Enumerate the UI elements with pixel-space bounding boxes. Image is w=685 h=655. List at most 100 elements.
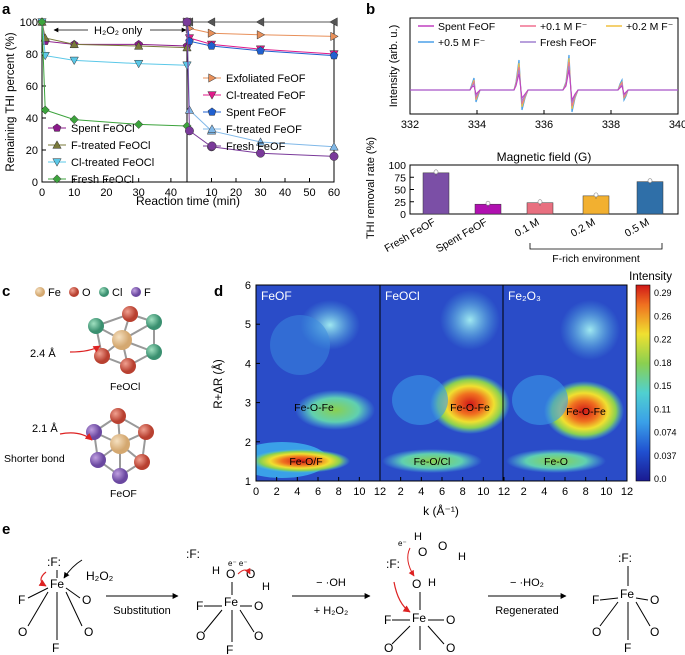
a-ytick-label: 20	[26, 145, 38, 157]
a-series-line	[41, 21, 188, 127]
a-data-point	[182, 17, 192, 27]
feof-bond-arrow	[59, 432, 93, 441]
a-xtick-label: 10	[205, 187, 217, 199]
panel-a-legend-left: Spent FeOCl F-treated FeOCl Cl-treated FeO…	[48, 123, 154, 186]
d-xtick-label: 12	[374, 486, 386, 498]
bar-xtick-label: 0.2 M	[569, 216, 598, 240]
bar-ytick-label: 75	[394, 172, 406, 184]
bar-marker	[537, 199, 543, 205]
svg-text::F:: :F:	[618, 551, 632, 565]
svg-text:O: O	[246, 567, 255, 581]
a-ytick-label: 100	[20, 17, 38, 29]
svg-text:H: H	[458, 551, 466, 563]
svg-text:O: O	[384, 641, 393, 655]
colorbar-tick-label: 0.22	[654, 335, 672, 345]
d-xtick-label: 8	[583, 486, 589, 498]
d-ytick-label: 6	[245, 280, 251, 292]
feof-bond-note: Shorter bond	[4, 453, 65, 465]
a-legend-label: Cl-treated FeOCl	[71, 157, 154, 169]
svg-text:O: O	[418, 545, 427, 559]
a-data-point	[256, 148, 265, 158]
a-data-point	[207, 41, 216, 50]
bar-ytick-label: 25	[394, 197, 406, 209]
bar-xtick-label: Spent FeOF	[434, 216, 490, 255]
bar-xtick-label: Fresh FeOF	[382, 216, 437, 255]
a-xtick-label: 10	[68, 187, 80, 199]
a-xtick-label: 40	[165, 187, 177, 199]
wt-peak-label: Fe-O-Fe	[566, 406, 606, 418]
svg-text:O: O	[592, 625, 601, 639]
d-xtick-label: 10	[600, 486, 612, 498]
a-legend-marker	[52, 123, 62, 132]
c-legend-label: Fe	[48, 287, 61, 299]
d-xtick-label: 2	[398, 486, 404, 498]
bar	[422, 172, 450, 215]
bar-marker	[647, 178, 653, 183]
d-xtick-label: 4	[418, 486, 424, 498]
panel-d-yticks: 1 2 3 4 5 6	[245, 280, 260, 488]
svg-text:O: O	[650, 625, 659, 639]
wt-peak-label: Fe-O/F	[289, 456, 322, 468]
a-data-point	[255, 17, 265, 27]
bar-ylabel: THI removal rate (%)	[365, 137, 377, 239]
svg-text:O: O	[438, 539, 447, 553]
svg-text:O: O	[196, 629, 205, 643]
svg-text:F: F	[384, 613, 391, 627]
a-xtick-label: 0	[39, 187, 45, 199]
a-ytick-label: 80	[26, 49, 38, 61]
a-xtick-label: 30	[133, 187, 145, 199]
a-ytick-label: 60	[26, 81, 38, 93]
epr-ylabel: Intensity (arb. u.)	[388, 25, 400, 108]
svg-text:O: O	[254, 629, 263, 643]
feof-structure	[86, 408, 154, 484]
step-plus-h2o2: + H₂O₂	[314, 605, 349, 617]
svg-text:H: H	[428, 577, 436, 589]
a-xtick-label: 60	[328, 187, 340, 199]
panel-a-ylabel: Remaining THI percent (%)	[5, 32, 17, 171]
svg-text::F:: :F:	[186, 547, 200, 561]
panel-d-xlabel: k (Å⁻¹)	[423, 503, 459, 518]
epr-xtick-label: 332	[401, 119, 419, 131]
feocl-bond-length: 2.4 Å	[30, 347, 56, 360]
wt-map-title: FeOF	[261, 289, 292, 303]
colorbar-tick-label: 0.29	[654, 288, 672, 298]
epr-legend-label: +0.5 M F⁻	[438, 37, 486, 49]
svg-text:O: O	[650, 593, 659, 607]
d-ytick-label: 1	[245, 476, 251, 488]
svg-text::F:: :F:	[386, 557, 400, 571]
svg-text:O: O	[84, 625, 93, 639]
a-data-point	[185, 126, 194, 136]
svg-text::F:: :F:	[47, 555, 61, 569]
svg-text:F: F	[226, 643, 233, 655]
svg-text:H: H	[262, 581, 270, 593]
colorbar-tick-label: 0.037	[654, 451, 677, 461]
colorbar-tick-label: 0.26	[654, 311, 672, 321]
d-xtick-label: 6	[562, 486, 568, 498]
svg-text:e⁻: e⁻	[398, 539, 407, 548]
a-data-point	[134, 59, 144, 69]
a-data-point	[182, 42, 192, 52]
feocl-bond-arrow	[69, 345, 101, 353]
d-xtick-label: 4	[294, 486, 300, 498]
panel-e-letter: e	[2, 521, 10, 538]
a-xtick-label: 20	[100, 187, 112, 199]
struct1-fe: Fe	[50, 577, 64, 591]
d-xtick-label: 12	[621, 486, 633, 498]
a-legend-label: Spent FeOCl	[71, 123, 135, 135]
feof-bond-length: 2.1 Å	[32, 422, 58, 435]
a-data-point	[255, 137, 266, 146]
a-legend-marker	[207, 91, 217, 100]
a-data-point	[69, 115, 79, 125]
c-legend-swatch	[35, 287, 45, 297]
a-legend-marker	[207, 141, 217, 151]
bar-ytick-label: 0	[400, 209, 406, 221]
a-xtick-label: 40	[279, 187, 291, 199]
svg-text:F: F	[52, 641, 59, 655]
a-data-point	[256, 46, 265, 55]
svg-text:O: O	[446, 613, 455, 627]
epr-legend: Spent FeOF +0.1 M F⁻ +0.2 M F⁻ +0.5 M F⁻ Fre…	[418, 21, 674, 49]
epr-xlabel: Magnetic field (G)	[497, 150, 592, 164]
a-ytick-label: 40	[26, 113, 38, 125]
bar	[636, 181, 664, 215]
